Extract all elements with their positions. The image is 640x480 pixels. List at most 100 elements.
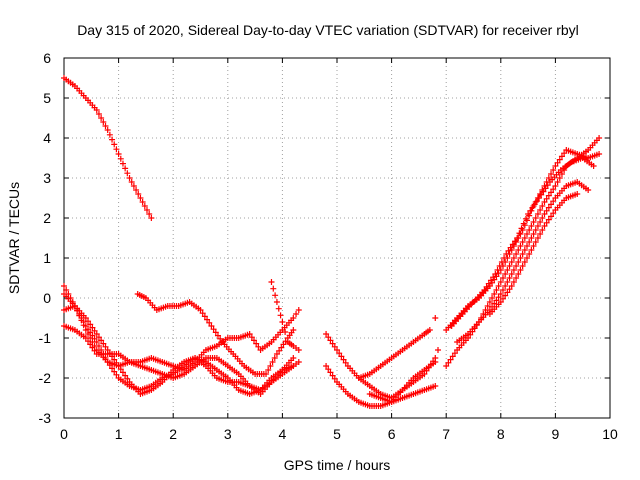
data-point xyxy=(554,179,561,185)
data-point xyxy=(119,369,126,376)
data-point xyxy=(336,350,343,357)
data-point xyxy=(491,291,498,297)
data-point xyxy=(87,341,94,348)
data-point xyxy=(214,332,221,339)
data-point xyxy=(543,179,550,185)
x-tick-label: 0 xyxy=(60,426,68,442)
data-point xyxy=(552,163,559,169)
series-arc-m xyxy=(443,135,603,369)
data-point xyxy=(327,337,334,344)
data-point xyxy=(269,359,276,365)
data-point xyxy=(146,211,153,217)
data-point xyxy=(267,363,274,369)
data-point xyxy=(338,353,345,360)
data-point xyxy=(499,295,506,302)
data-point xyxy=(517,243,524,249)
data-point xyxy=(89,332,96,339)
data-point xyxy=(493,287,500,293)
data-point xyxy=(323,363,330,369)
data-point xyxy=(524,255,531,261)
data-point xyxy=(85,338,92,345)
data-point xyxy=(574,191,581,197)
data-point xyxy=(550,167,557,173)
data-point xyxy=(212,329,219,336)
x-tick-label: 9 xyxy=(552,426,560,442)
data-point xyxy=(323,331,330,337)
data-point xyxy=(530,243,537,249)
x-tick-label: 3 xyxy=(224,426,232,442)
data-point xyxy=(491,276,498,283)
data-point xyxy=(530,219,537,225)
data-point xyxy=(113,359,120,366)
data-point xyxy=(556,175,563,181)
series-arc-n xyxy=(448,155,597,329)
data-point xyxy=(443,363,450,369)
series-arc-k xyxy=(366,347,442,405)
data-point xyxy=(539,215,546,221)
data-point xyxy=(515,247,522,253)
data-point xyxy=(526,212,533,219)
data-point xyxy=(499,263,506,269)
chart-title: Day 315 of 2020, Sidereal Day-to-day VTE… xyxy=(77,22,579,38)
data-point xyxy=(435,347,442,353)
data-point xyxy=(139,199,146,205)
data-point xyxy=(539,203,546,209)
x-tick-label: 4 xyxy=(279,426,287,442)
data-point xyxy=(545,216,552,223)
data-point xyxy=(246,331,253,337)
data-point xyxy=(548,189,555,196)
data-point xyxy=(255,343,262,350)
data-point xyxy=(532,227,539,233)
data-point xyxy=(106,350,113,357)
y-tick-label: 4 xyxy=(43,130,51,146)
data-point xyxy=(532,199,539,205)
data-point xyxy=(447,356,454,363)
data-point xyxy=(427,361,434,368)
data-point xyxy=(293,311,300,317)
data-point xyxy=(106,362,113,369)
data-point xyxy=(489,279,496,286)
data-point xyxy=(279,319,286,325)
data-point xyxy=(290,315,297,321)
data-point xyxy=(497,299,504,305)
data-point xyxy=(122,165,129,172)
data-point xyxy=(61,283,67,289)
y-tick-label: 5 xyxy=(43,90,51,106)
data-point xyxy=(548,213,555,220)
data-point xyxy=(113,146,120,153)
data-point xyxy=(327,369,334,376)
data-point xyxy=(543,219,550,226)
y-tick-label: 1 xyxy=(43,250,51,266)
data-point xyxy=(506,286,513,293)
data-point xyxy=(508,283,515,289)
data-point xyxy=(98,347,105,353)
data-point xyxy=(109,353,116,360)
grid-layer xyxy=(64,58,610,418)
data-point xyxy=(548,171,555,177)
data-point xyxy=(486,299,493,305)
data-point xyxy=(111,141,118,148)
data-point xyxy=(95,111,102,117)
data-point xyxy=(508,259,515,265)
data-point xyxy=(545,192,552,199)
data-point xyxy=(513,251,520,257)
data-point xyxy=(554,159,561,166)
x-tick-label: 1 xyxy=(115,426,123,442)
data-point xyxy=(521,247,528,253)
data-point xyxy=(561,150,568,157)
data-point xyxy=(87,329,94,336)
data-point xyxy=(497,267,504,273)
data-point xyxy=(280,341,287,348)
data-point xyxy=(325,334,332,341)
data-point xyxy=(91,347,98,354)
data-point xyxy=(506,275,513,281)
data-point xyxy=(519,239,526,245)
data-point xyxy=(334,347,340,353)
data-point xyxy=(204,316,211,323)
data-point xyxy=(504,255,511,261)
series-arc-f xyxy=(134,291,297,377)
data-point xyxy=(497,279,504,285)
data-point xyxy=(148,215,155,221)
data-point xyxy=(515,259,522,265)
data-point xyxy=(519,227,526,233)
